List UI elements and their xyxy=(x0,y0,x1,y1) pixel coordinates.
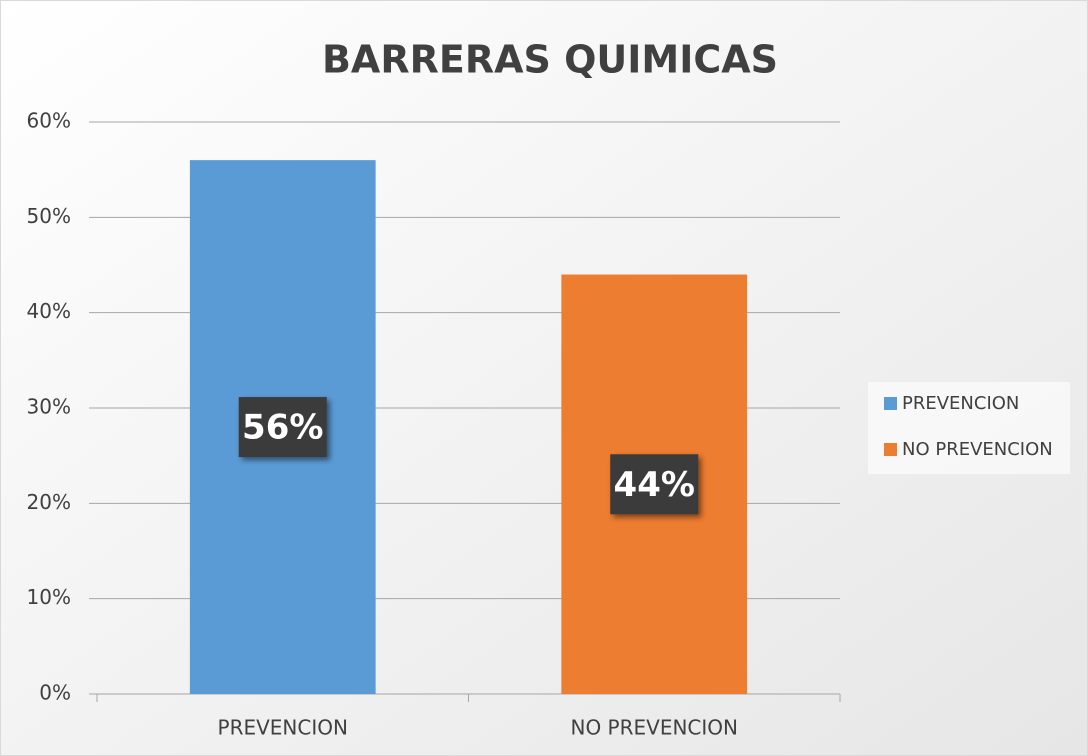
legend-label: NO PREVENCION xyxy=(902,439,1053,460)
y-tick-label: 10% xyxy=(27,585,71,609)
chart-title: BARRERAS QUIMICAS xyxy=(322,38,778,82)
data-label-box xyxy=(610,454,699,515)
x-tick-label: PREVENCION xyxy=(218,716,348,740)
data-label: 56% xyxy=(242,408,323,448)
data-label-box xyxy=(238,397,327,458)
y-tick-label: 0% xyxy=(39,681,71,705)
y-tick-label: 30% xyxy=(27,395,71,419)
y-tick-label: 40% xyxy=(27,299,71,323)
x-tick-label: NO PREVENCION xyxy=(571,716,739,740)
legend-swatch xyxy=(884,443,897,456)
data-label: 44% xyxy=(614,465,695,505)
y-tick-label: 50% xyxy=(27,204,71,228)
legend-label: PREVENCION xyxy=(902,393,1019,414)
y-tick-label: 20% xyxy=(27,490,71,514)
legend-swatch xyxy=(884,397,897,410)
legend-box xyxy=(868,382,1070,474)
y-tick-label: 60% xyxy=(27,109,71,133)
